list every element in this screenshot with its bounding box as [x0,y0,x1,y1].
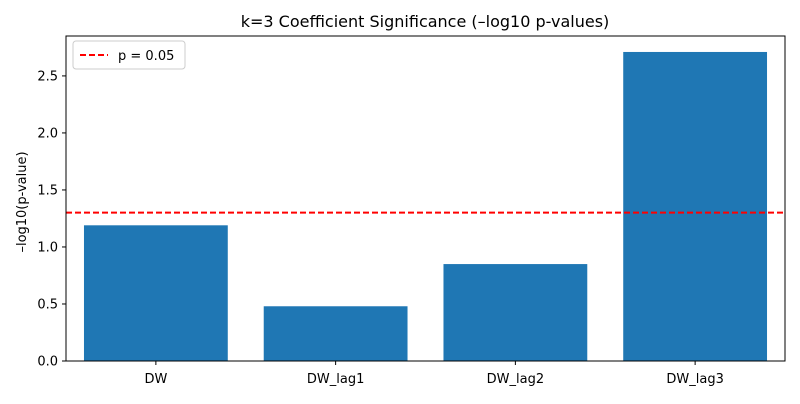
y-tick-label: 0.0 [37,355,58,370]
bar-dw [83,225,228,361]
y-tick-label: 0.5 [37,297,58,312]
y-tick-label: 1.0 [37,240,58,255]
bar-dw-lag3 [623,51,768,362]
x-tick-label: DW [144,372,167,387]
y-tick-label: 1.5 [37,183,58,198]
axes-layer: DW DW_lag1 DW_lag2 DW_lag3 0.0 0.5 1.0 1.5 2.0 2.… [37,35,786,387]
legend-entry-label: p = 0.05 [118,49,174,64]
bar-dw-lag2 [443,264,588,361]
x-tick-label: DW_lag2 [487,372,544,387]
bar-dw-lag1 [263,306,408,361]
chart-title: k=3 Coefficient Significance (–log10 p-v… [241,12,610,31]
y-tick-label: 2.0 [37,126,58,141]
legend: p = 0.05 [72,40,186,70]
x-tick-label: DW_lag1 [307,372,364,387]
bars-layer [83,51,768,362]
legend-frame [72,40,186,70]
plot-frame [65,35,786,362]
y-tick-label: 2.5 [37,69,58,84]
x-tick-label: DW_lag3 [666,372,723,387]
y-axis-label: –log10(p-value) [15,151,30,252]
